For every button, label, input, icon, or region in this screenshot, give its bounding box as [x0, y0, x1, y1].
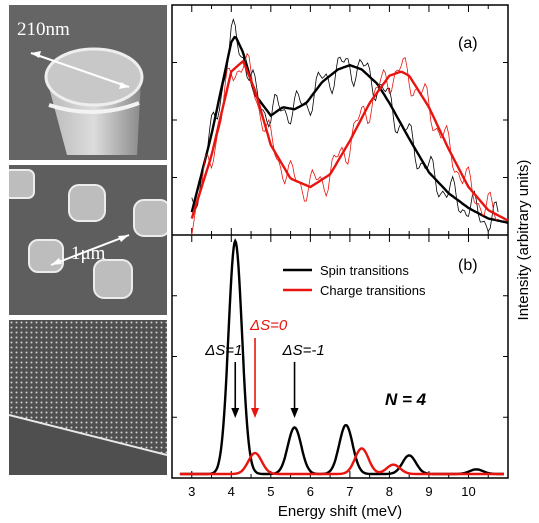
x-tick-label: 7 [346, 484, 353, 499]
chart-marks: ΔS=1 ΔS=0 ΔS=-1 [204, 240, 477, 470]
annotation-label: ΔS=1 [204, 342, 242, 359]
annotation-arrow-head [231, 408, 240, 418]
plot-border [171, 4, 509, 479]
x-tick-label: 9 [425, 484, 432, 499]
scale-label-1um: 1μm [71, 243, 106, 264]
annotation-label: ΔS=0 [249, 317, 288, 334]
annotation-arrow-head [251, 408, 260, 418]
x-tick-label: 3 [188, 484, 195, 499]
x-tick-label: 10 [461, 484, 475, 499]
x-tick-label: 8 [386, 484, 393, 499]
x-tick-label: 4 [228, 484, 235, 499]
panel-label-a: (a) [458, 35, 478, 52]
legend: Spin transitions Charge transitions [283, 263, 426, 298]
panel-a-fit-spin [190, 35, 509, 224]
legend-label-charge: Charge transitions [320, 283, 426, 298]
legend-label-spin: Spin transitions [320, 263, 409, 278]
y-axis-title: Intensity (arbitrary units) [515, 160, 532, 321]
panel-a-fit-charge [190, 60, 509, 222]
sem-image-pillar-array: 1μm [9, 165, 167, 315]
scale-label-210nm: 210nm [17, 19, 70, 40]
x-axis-title: Energy shift (meV) [278, 503, 402, 520]
sem-image-lattice-array [9, 320, 167, 475]
panel-b-charge-curve [179, 447, 504, 476]
electron-number-label: N = 4 [385, 390, 427, 409]
annotation-arrow-head [290, 408, 299, 418]
panel-label-b: (b) [458, 257, 478, 274]
x-tick-label: 5 [267, 484, 274, 499]
pillar-array-drawing [9, 165, 167, 315]
panel-a-raw-spin [191, 18, 499, 233]
sem-image-single-pillar: 210nm [9, 5, 167, 160]
chart-curves [179, 18, 509, 476]
single-pillar-drawing [9, 5, 167, 160]
x-tick-label: 6 [307, 484, 314, 499]
panel-a-raw-charge [191, 52, 499, 236]
annotation-label: ΔS=-1 [282, 342, 325, 359]
lattice-array-drawing [9, 320, 167, 475]
